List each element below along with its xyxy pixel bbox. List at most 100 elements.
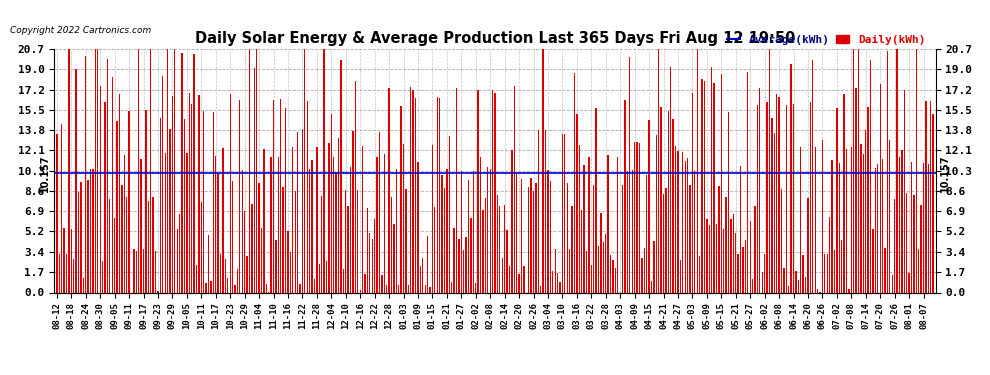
Bar <box>112 77 113 292</box>
Bar <box>564 134 565 292</box>
Bar <box>285 108 286 292</box>
Bar <box>882 159 883 292</box>
Bar <box>598 246 599 292</box>
Bar <box>677 151 678 292</box>
Bar <box>687 158 688 292</box>
Bar <box>354 81 356 292</box>
Bar <box>795 271 797 292</box>
Bar <box>894 199 895 292</box>
Bar <box>603 243 604 292</box>
Bar <box>446 169 447 292</box>
Bar <box>203 111 204 292</box>
Bar <box>343 268 344 292</box>
Bar <box>290 252 291 292</box>
Bar <box>403 144 404 292</box>
Bar <box>247 256 248 292</box>
Bar <box>850 147 852 292</box>
Bar <box>258 183 259 292</box>
Bar <box>815 147 816 292</box>
Bar <box>321 196 323 292</box>
Bar <box>803 255 804 292</box>
Bar <box>220 255 221 292</box>
Bar <box>171 96 173 292</box>
Bar <box>892 275 893 292</box>
Bar <box>248 49 250 292</box>
Bar <box>884 248 886 292</box>
Bar <box>682 152 683 292</box>
Bar <box>104 102 106 292</box>
Bar <box>413 90 414 292</box>
Bar <box>930 101 932 292</box>
Bar <box>788 286 789 292</box>
Bar <box>225 259 226 292</box>
Bar <box>595 108 597 292</box>
Bar <box>519 274 520 292</box>
Bar <box>235 285 236 292</box>
Bar <box>865 130 866 292</box>
Bar <box>376 157 378 292</box>
Bar <box>538 130 539 292</box>
Bar <box>256 49 257 292</box>
Bar <box>92 169 94 292</box>
Bar <box>867 107 869 292</box>
Bar <box>451 282 452 292</box>
Bar <box>489 169 491 292</box>
Bar <box>771 118 772 292</box>
Bar <box>761 272 763 292</box>
Bar <box>706 219 708 292</box>
Bar <box>287 231 289 292</box>
Bar <box>605 234 607 292</box>
Bar <box>646 176 647 292</box>
Bar <box>333 157 335 292</box>
Bar <box>680 260 681 292</box>
Bar <box>591 265 592 292</box>
Bar <box>338 138 340 292</box>
Bar <box>650 281 652 292</box>
Bar <box>716 224 717 292</box>
Bar <box>152 197 153 292</box>
Bar <box>829 217 831 292</box>
Bar <box>704 81 705 292</box>
Bar <box>904 90 905 292</box>
Bar <box>391 196 392 292</box>
Bar <box>134 249 135 292</box>
Bar <box>119 94 120 292</box>
Bar <box>458 240 459 292</box>
Bar <box>506 230 508 292</box>
Bar <box>834 251 836 292</box>
Bar <box>430 287 431 292</box>
Bar <box>324 49 325 292</box>
Bar <box>608 155 609 292</box>
Bar <box>420 266 421 292</box>
Bar <box>341 60 342 292</box>
Bar <box>408 285 409 292</box>
Bar <box>244 211 246 292</box>
Bar <box>270 157 272 292</box>
Bar <box>752 279 753 292</box>
Bar <box>793 104 794 292</box>
Bar <box>277 157 279 292</box>
Bar <box>393 224 395 292</box>
Bar <box>58 254 60 292</box>
Bar <box>627 171 628 292</box>
Bar <box>612 260 614 292</box>
Bar <box>511 150 513 292</box>
Bar <box>586 251 587 292</box>
Bar <box>282 187 284 292</box>
Bar <box>265 284 267 292</box>
Bar <box>776 94 777 292</box>
Bar <box>899 158 900 292</box>
Bar <box>349 167 351 292</box>
Bar <box>85 57 86 292</box>
Bar <box>610 255 611 292</box>
Bar <box>697 49 698 292</box>
Bar <box>543 49 544 292</box>
Bar <box>210 281 212 292</box>
Bar <box>541 286 542 292</box>
Bar <box>444 188 446 292</box>
Bar <box>455 88 457 292</box>
Bar <box>146 110 147 292</box>
Bar <box>759 88 760 292</box>
Text: 10.157: 10.157 <box>40 154 50 192</box>
Bar <box>121 185 123 292</box>
